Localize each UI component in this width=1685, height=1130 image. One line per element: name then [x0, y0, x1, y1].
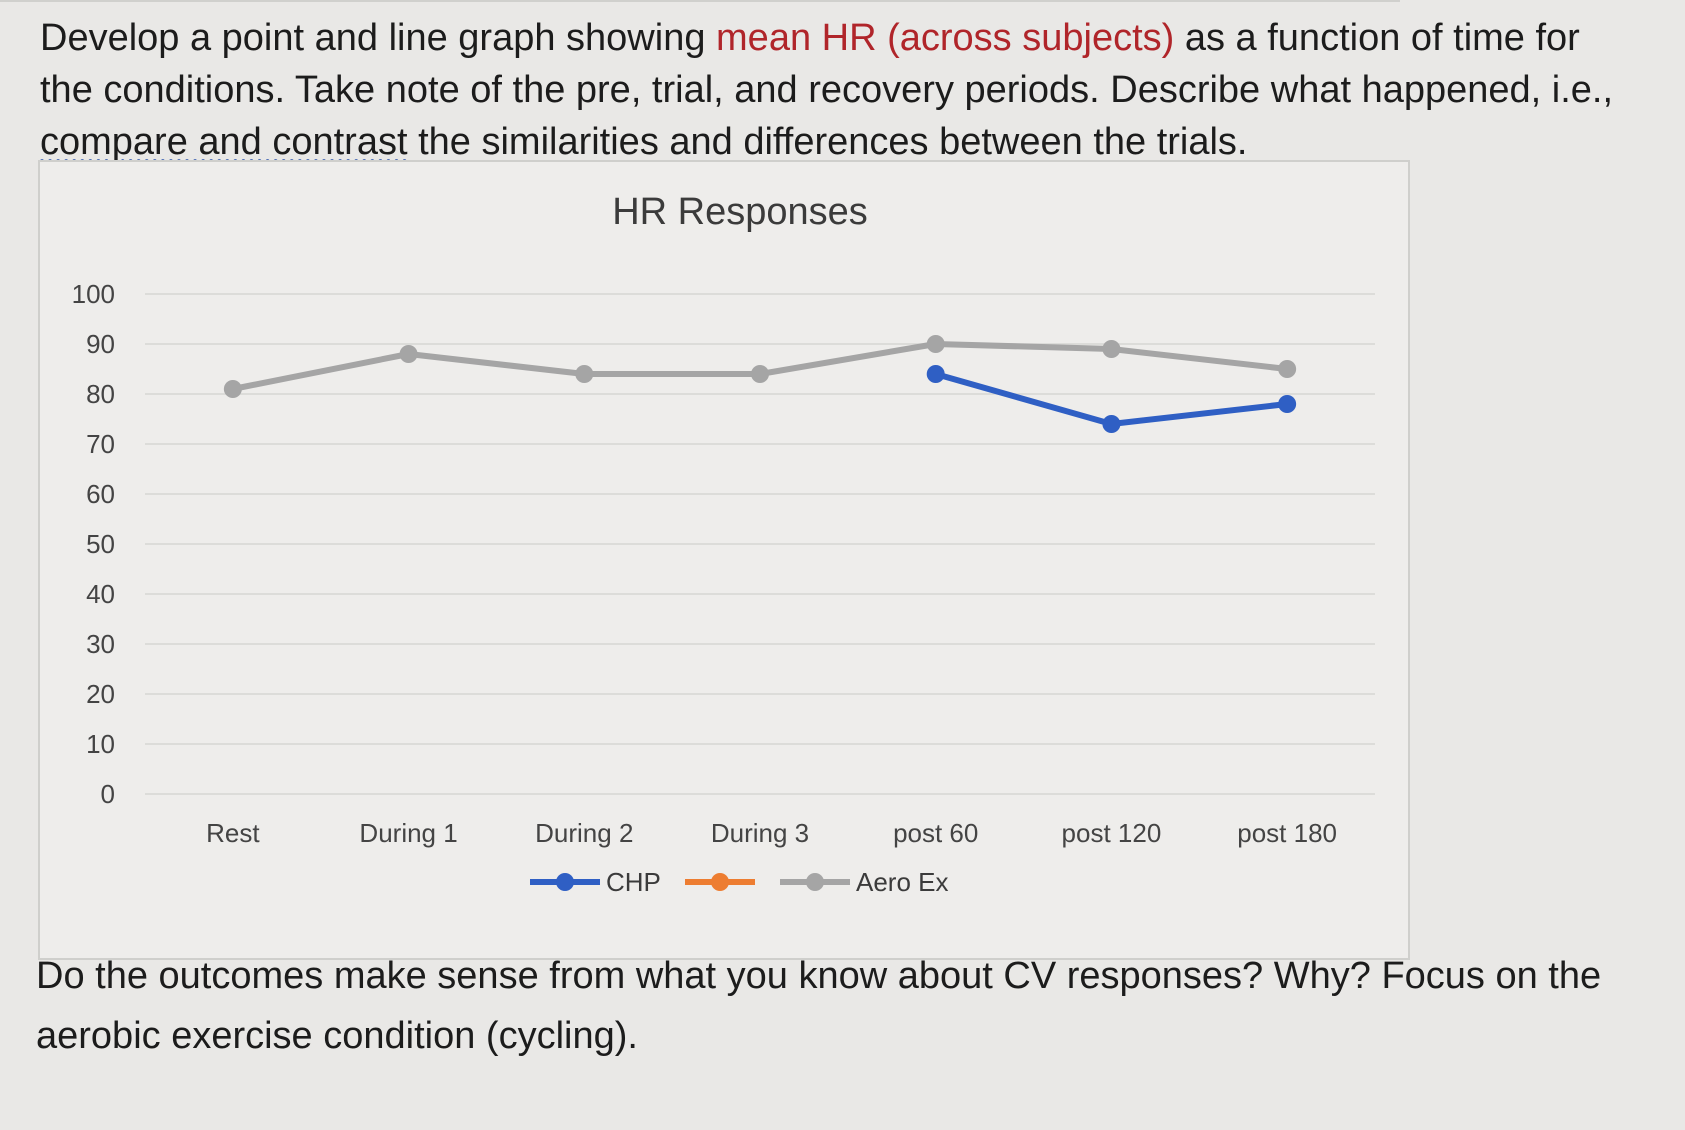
y-tick-label: 10	[86, 729, 115, 759]
y-tick-label: 0	[101, 779, 115, 809]
data-point-aero-ex	[926, 335, 945, 353]
y-tick-label: 90	[86, 329, 115, 359]
followup-question: Do the outcomes make sense from what you…	[36, 955, 1602, 1057]
legend-marker-aero-ex	[806, 873, 824, 891]
data-point-chp	[1278, 395, 1297, 413]
hr-responses-chart: HR Responses 0 10 20 30 40 50 60 70 80 90 100 Rest…	[72, 191, 1375, 897]
y-tick-label: 80	[86, 379, 115, 409]
prompt-part-2	[877, 17, 888, 59]
y-tick-label: 100	[72, 279, 115, 309]
legend-label-aero-ex: Aero Ex	[856, 867, 949, 897]
data-point-aero-ex	[1102, 340, 1121, 358]
x-tick-label: Rest	[206, 818, 260, 848]
legend: CHP Aero Ex	[530, 867, 949, 897]
prompt-underlined-phrase: compare and contrast	[40, 121, 408, 163]
top-rule	[0, 0, 1400, 2]
gridlines	[145, 293, 1375, 795]
y-tick-label: 50	[86, 529, 115, 559]
data-point-chp	[1102, 415, 1121, 433]
x-tick-label: post 180	[1237, 818, 1337, 848]
prompt-part-1: Develop a point and line graph showing	[40, 17, 717, 59]
x-tick-label: post 120	[1062, 818, 1162, 848]
prompt-part-4: the similarities and differences between…	[407, 121, 1248, 163]
chart-title: HR Responses	[612, 191, 868, 233]
legend-label-chp: CHP	[606, 867, 661, 897]
y-axis-ticks: 0 10 20 30 40 50 60 70 80 90 100	[72, 279, 115, 809]
x-tick-label: During 1	[359, 818, 457, 848]
y-tick-label: 40	[86, 579, 115, 609]
chart-area[interactable]: HR Responses 0 10 20 30 40 50 60 70 80 90 100 Rest…	[38, 160, 1410, 960]
data-point-aero-ex	[751, 365, 769, 383]
assignment-prompt: Develop a point and line graph showing m…	[40, 12, 1640, 168]
data-point-aero-ex	[399, 345, 418, 363]
y-tick-label: 70	[86, 429, 115, 459]
data-point-aero-ex	[223, 380, 242, 398]
series-lines	[223, 335, 1297, 433]
prompt-part-3: as a function of time for the conditions…	[40, 17, 1614, 111]
legend-marker-chp	[556, 873, 574, 891]
x-tick-label: During 3	[711, 818, 809, 848]
prompt-highlight-mean-hr: mean HR	[716, 17, 877, 59]
prompt-highlight-across-subjects: (across subjects)	[887, 17, 1175, 59]
data-point-aero-ex	[575, 365, 594, 383]
x-tick-label: During 2	[535, 818, 633, 848]
x-axis-ticks: Rest During 1 During 2 During 3 post 60 post …	[206, 818, 1337, 848]
legend-marker-unnamed	[711, 873, 729, 891]
data-point-chp	[926, 365, 945, 383]
x-tick-label: post 60	[893, 818, 978, 848]
data-point-aero-ex	[1278, 360, 1297, 378]
y-tick-label: 60	[86, 479, 115, 509]
y-tick-label: 20	[86, 679, 115, 709]
y-tick-label: 30	[86, 629, 115, 659]
